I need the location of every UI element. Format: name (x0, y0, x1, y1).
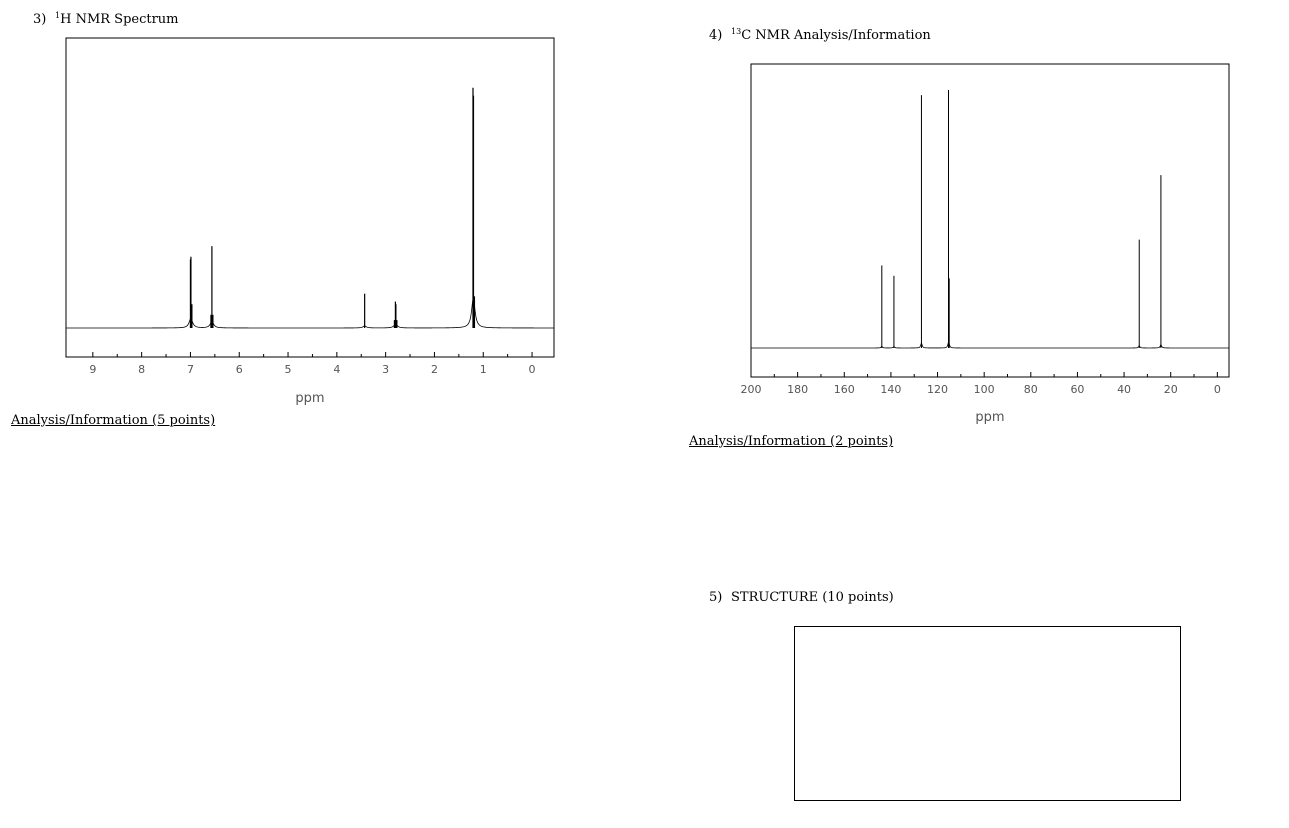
c-nmr-tick-label-5: 100 (974, 383, 995, 396)
section-3-number: 3) (33, 12, 47, 27)
section-3-superscript: 1 (55, 11, 61, 20)
h-nmr-x-axis-label: ppm (295, 391, 324, 406)
section-5-heading: 5) STRUCTURE (10 points) (709, 590, 894, 605)
h-nmr-frame (65, 37, 555, 358)
section-4-superscript: 13 (731, 27, 742, 36)
h-nmr-tick-label-6: 3 (382, 363, 389, 376)
section-3-heading: 3) 1H NMR Spectrum (33, 11, 179, 27)
c-nmr-tick-label-3: 140 (880, 383, 901, 396)
h-nmr-tick-label-4: 5 (285, 363, 292, 376)
h-nmr-tick-label-2: 7 (187, 363, 194, 376)
section-4-heading: 4) 13C NMR Analysis/Information (709, 27, 931, 43)
c-nmr-tick-label-9: 20 (1164, 383, 1178, 396)
section-5-number: 5) (709, 590, 723, 605)
h-nmr-tick-label-0: 9 (89, 363, 96, 376)
section-4-analysis-label: Analysis/Information (2 points) (689, 434, 894, 449)
h-nmr-tick-label-1: 8 (138, 363, 145, 376)
c-nmr-tick-label-7: 60 (1070, 383, 1084, 396)
h-nmr-tick-label-5: 4 (333, 363, 340, 376)
c-nmr-tick-label-0: 200 (741, 383, 762, 396)
section-3-title: H NMR Spectrum (60, 12, 179, 27)
c-nmr-baseline (751, 340, 1229, 349)
c-nmr-tick-label-10: 0 (1214, 383, 1221, 396)
h-nmr-tick-label-7: 2 (431, 363, 438, 376)
c-nmr-tick-label-8: 40 (1117, 383, 1131, 396)
section-4-title: C NMR Analysis/Information (741, 28, 931, 43)
h-nmr-tick-label-3: 6 (236, 363, 243, 376)
structure-answer-box[interactable] (794, 626, 1181, 801)
section-4-number: 4) (709, 28, 723, 43)
c-nmr-x-axis-label: ppm (975, 410, 1004, 425)
c-nmr-tick-label-4: 120 (927, 383, 948, 396)
section-3-analysis-label: Analysis/Information (5 points) (11, 413, 216, 428)
c-nmr-tick-label-2: 160 (834, 383, 855, 396)
c-nmr-tick-label-1: 180 (787, 383, 808, 396)
c-nmr-frame (750, 63, 1230, 378)
h-nmr-tick-label-9: 0 (529, 363, 536, 376)
section-5-title: STRUCTURE (10 points) (731, 590, 894, 605)
h-nmr-tick-label-8: 1 (480, 363, 487, 376)
c-nmr-tick-label-6: 80 (1024, 383, 1038, 396)
